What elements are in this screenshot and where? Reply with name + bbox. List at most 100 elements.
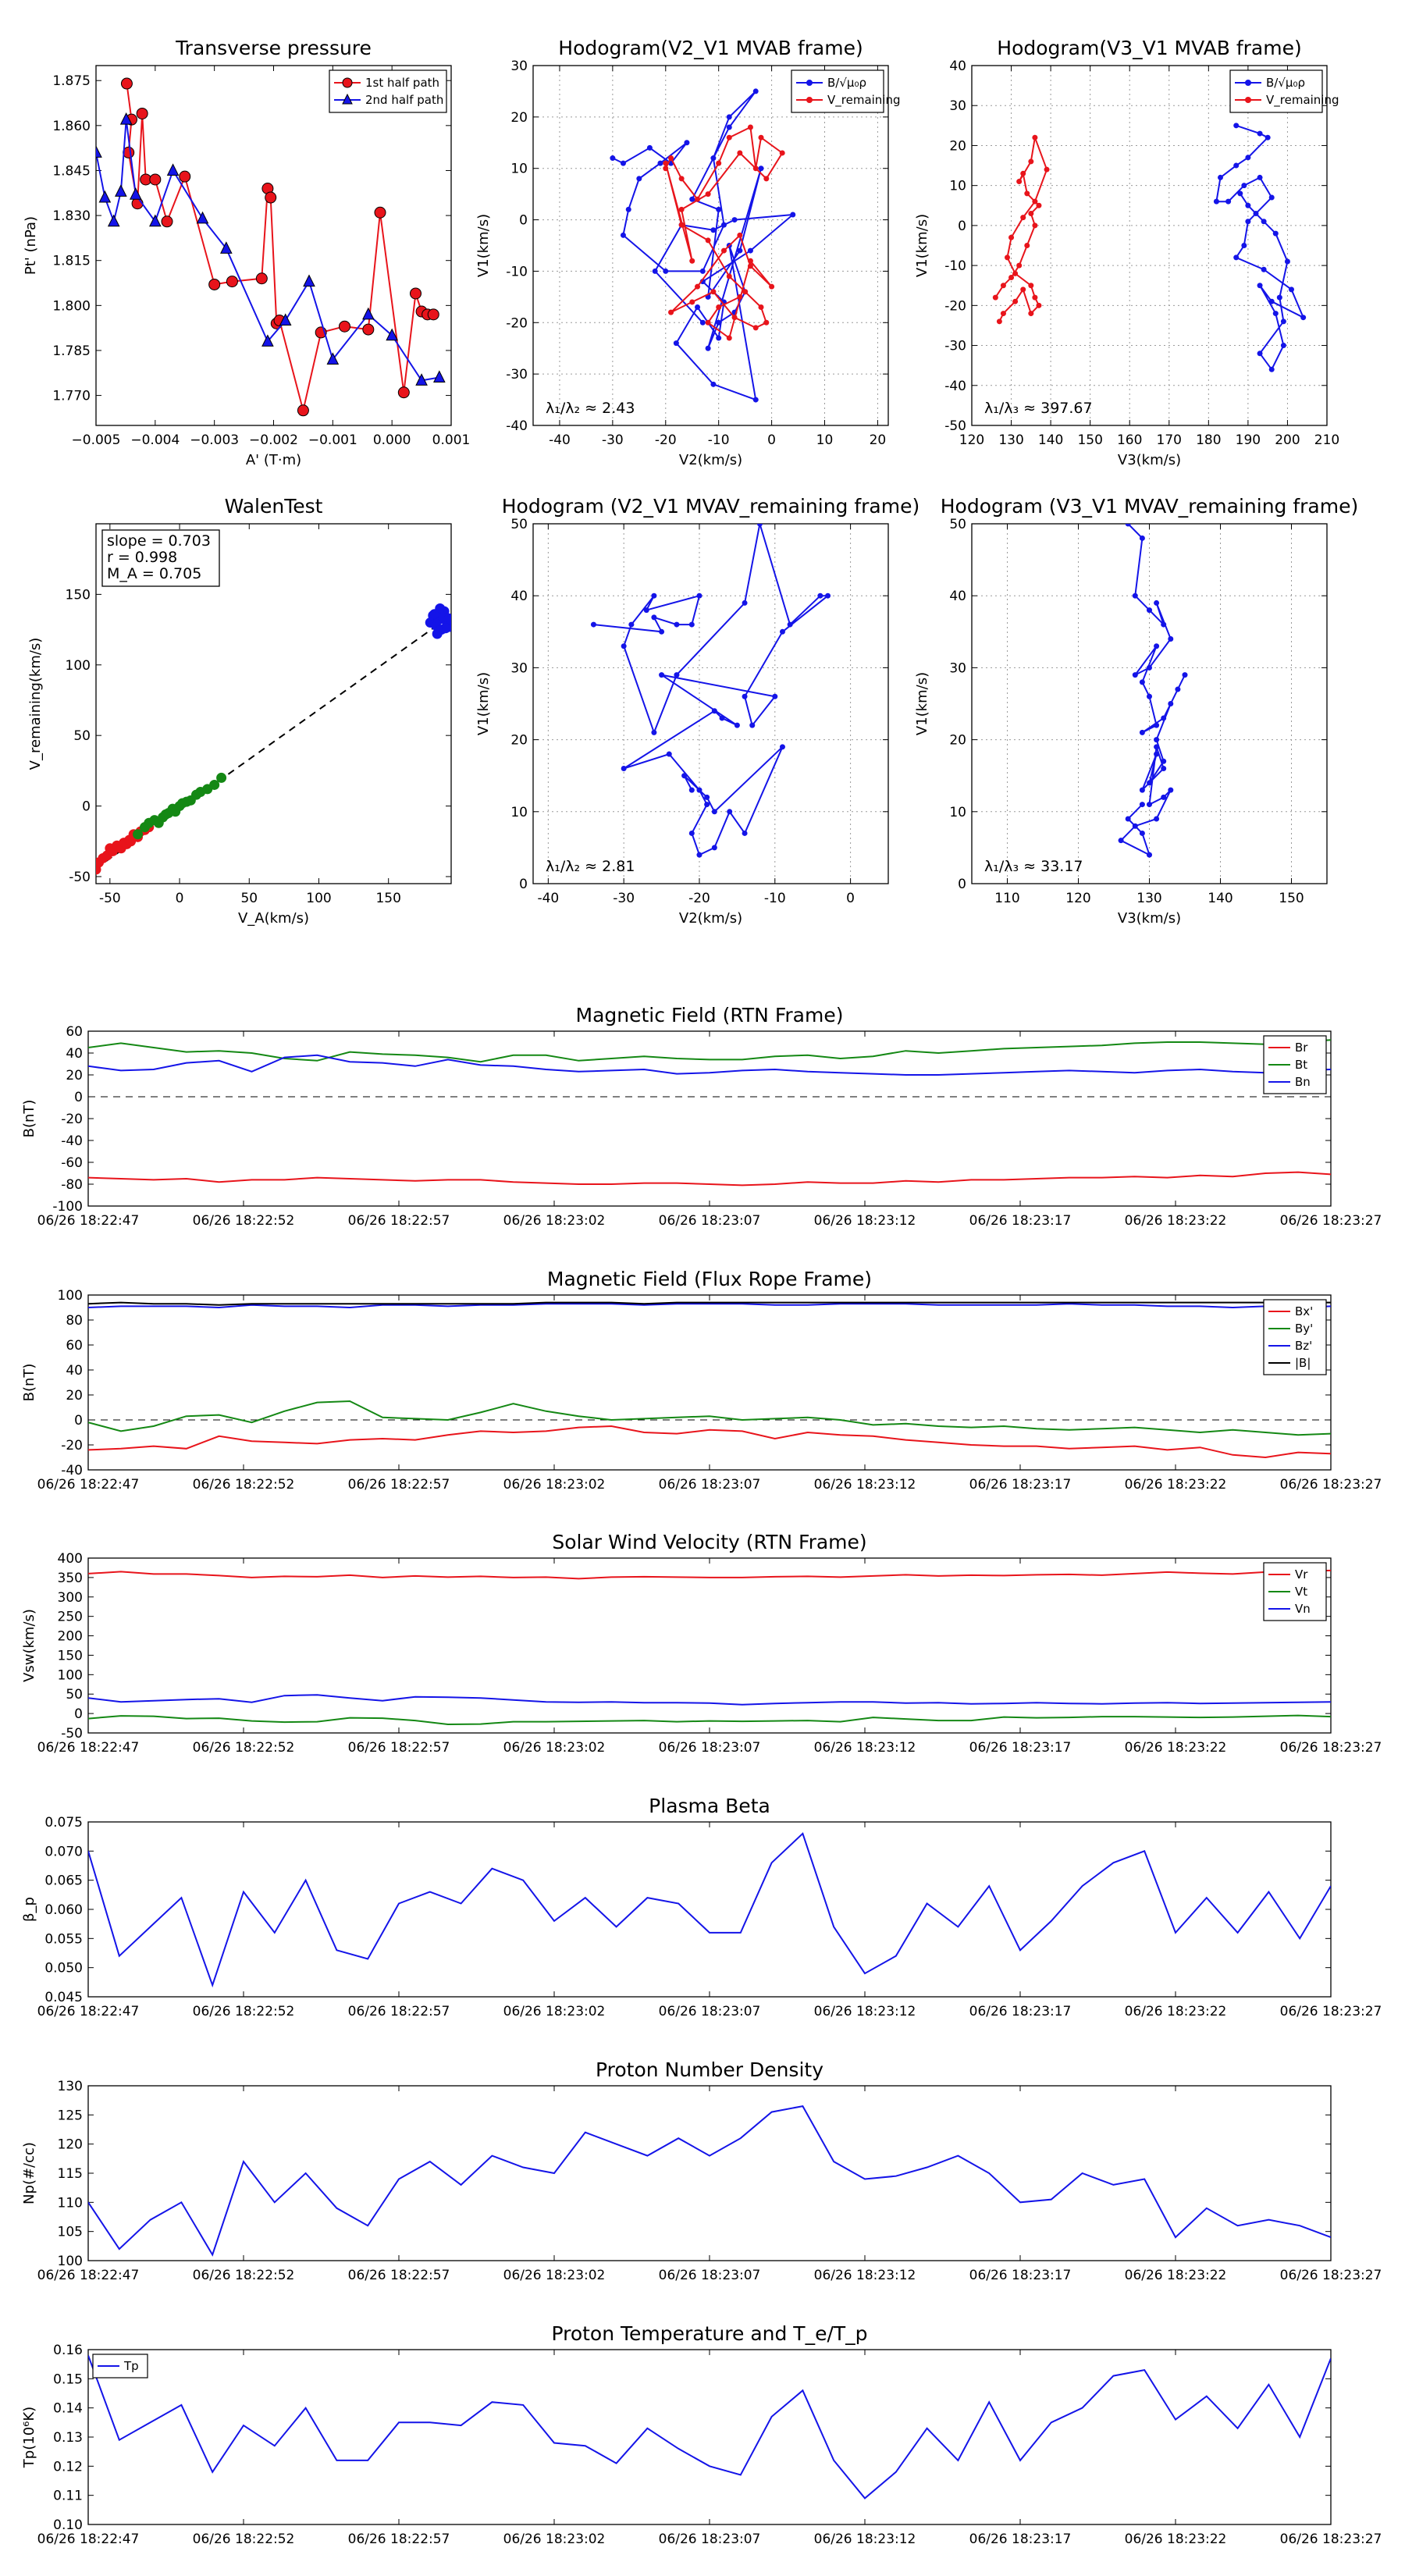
data-point	[433, 370, 446, 383]
data-point	[326, 352, 340, 365]
x-axis-label: V3(km/s)	[1118, 910, 1181, 927]
data-point	[1000, 283, 1006, 289]
y-tick-label: 115	[58, 2166, 83, 2182]
y-tick-label: 0	[958, 219, 966, 234]
series-line-vt	[88, 1714, 1331, 1726]
x-axis-label: V2(km/s)	[679, 910, 742, 927]
x-tick-label: 0	[176, 891, 184, 906]
x-tick-label: 06/26 18:22:57	[348, 2268, 450, 2283]
data-point	[1005, 254, 1010, 261]
data-point	[752, 325, 759, 331]
plot-frame	[87, 1557, 1332, 1734]
data-point	[681, 773, 688, 779]
data-point	[659, 672, 665, 678]
y-axis-label: β_p	[21, 1897, 37, 1922]
data-point	[1300, 315, 1307, 321]
y-tick-label: 0.15	[53, 2371, 83, 2387]
x-tick-label: 20	[870, 432, 887, 448]
y-tick-label: 60	[66, 1338, 83, 1354]
plot-area	[88, 1832, 1331, 1988]
data-point	[136, 107, 148, 119]
data-point	[1253, 211, 1259, 217]
data-point	[711, 809, 717, 815]
data-point	[689, 258, 695, 264]
y-tick-label: 400	[58, 1551, 83, 1567]
data-point	[705, 191, 711, 197]
x-tick-label: 06/26 18:23:07	[659, 1477, 761, 1493]
legend-marker	[1245, 80, 1251, 86]
chart-walen: -50 0 50 100 150 -50 0 50 100 150 WalenTest V_A(km/…	[27, 495, 452, 927]
x-tick-label: 06/26 18:23:27	[1280, 1213, 1382, 1229]
data-point	[1272, 311, 1279, 317]
x-tick-label: 190	[1236, 432, 1261, 448]
data-point	[1028, 283, 1034, 289]
y-tick-label: 20	[510, 110, 528, 126]
x-tick-label: 150	[1279, 891, 1304, 906]
data-point	[749, 722, 756, 728]
data-point	[747, 124, 753, 130]
data-point	[688, 787, 695, 793]
legend-label: Bz'	[1295, 1339, 1312, 1353]
x-tick-label: -30	[613, 891, 635, 906]
y-tick-label: 0.045	[44, 1990, 83, 2005]
data-point	[1233, 254, 1240, 261]
y-tick-label: 110	[58, 2195, 83, 2211]
x-tick-label: 06/26 18:23:27	[1280, 2004, 1382, 2019]
y-tick-label: -20	[506, 315, 528, 331]
data-point	[208, 278, 221, 290]
legend-label: Vr	[1295, 1567, 1308, 1582]
data-point	[779, 628, 785, 635]
y-tick-label: 20	[510, 733, 528, 749]
x-tick-label: 06/26 18:23:07	[659, 2268, 761, 2283]
legend-box	[791, 69, 884, 113]
data-point	[120, 77, 133, 90]
x-tick-label: 06/26 18:22:52	[193, 1213, 295, 1229]
y-tick-label: -40	[506, 418, 528, 434]
x-tick-label: 06/26 18:23:02	[503, 2268, 606, 2283]
data-point	[1280, 318, 1286, 325]
y-tick-label: 1.800	[52, 298, 91, 314]
data-point	[684, 140, 690, 146]
data-point	[166, 163, 180, 176]
data-point	[817, 592, 823, 599]
data-point	[1118, 838, 1124, 844]
y-tick-label: 105	[58, 2225, 83, 2240]
chart-vsw: 06/26 18:22:47 06/26 18:22:52 06/26 18:22:…	[21, 1531, 1382, 1756]
x-tick-label: 06/26 18:22:52	[193, 2532, 295, 2547]
y-tick-label: 50	[73, 728, 91, 744]
data-point	[704, 794, 710, 800]
x-tick-label: -40	[537, 891, 559, 906]
fit-line	[96, 614, 451, 870]
data-point	[742, 289, 749, 295]
y-tick-label: 100	[66, 658, 91, 674]
y-tick-label: 120	[58, 2137, 83, 2153]
data-point	[752, 397, 759, 403]
data-point	[1016, 179, 1023, 185]
y-tick-label: 0.10	[53, 2517, 83, 2533]
data-point	[427, 308, 439, 321]
data-point	[1028, 311, 1034, 317]
data-point	[710, 289, 717, 295]
data-point	[678, 222, 685, 228]
y-tick-label: 0	[74, 1413, 83, 1429]
x-tick-label: −0.005	[72, 432, 121, 448]
data-point	[415, 373, 428, 386]
y-tick-label: 0	[82, 799, 91, 815]
y-tick-label: 10	[949, 179, 966, 194]
series-intermediate	[133, 772, 227, 840]
data-point	[758, 165, 764, 172]
data-point	[1147, 802, 1152, 808]
data-point	[752, 165, 759, 172]
x-tick-label: 06/26 18:23:17	[969, 2268, 1072, 2283]
y-axis-label: Pt' (nPa)	[23, 216, 39, 275]
x-tick-label: 06/26 18:23:02	[503, 2004, 606, 2019]
x-tick-label: 160	[1117, 432, 1142, 448]
data-point	[179, 170, 191, 183]
x-tick-label: 110	[994, 891, 1019, 906]
data-point	[696, 787, 702, 793]
chart-bfr: 06/26 18:22:47 06/26 18:22:52 06/26 18:22:…	[21, 1268, 1382, 1493]
chart-title: Plasma Beta	[649, 1795, 770, 1817]
x-tick-label: 100	[306, 891, 331, 906]
y-tick-label: 100	[58, 1667, 83, 1683]
